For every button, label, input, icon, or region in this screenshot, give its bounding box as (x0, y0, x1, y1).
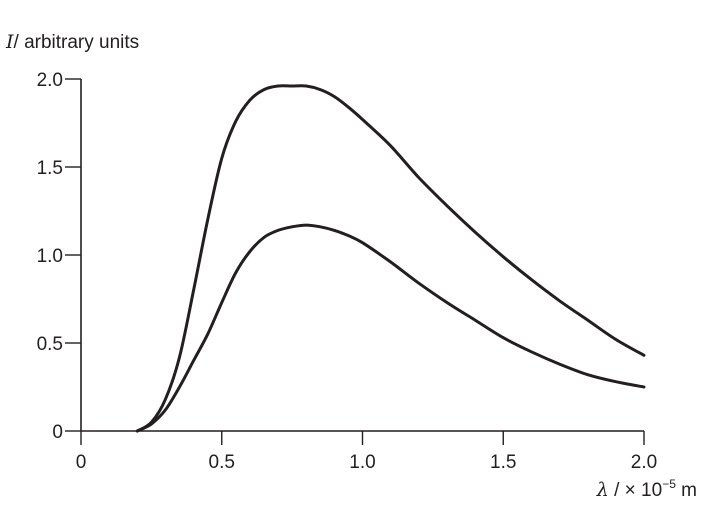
x-tick-label: 0.5 (209, 452, 235, 473)
x-axis-title: λ / × 10−5 m (596, 477, 697, 501)
x-tick-label: 1.5 (490, 452, 516, 473)
y-tick-label: 0.5 (37, 334, 63, 355)
y-axis-symbol: I (5, 31, 14, 53)
y-tick-label: 1.0 (37, 246, 63, 267)
upper-curve (135, 84, 646, 433)
x-tick-label: 0 (76, 452, 87, 473)
x-axis-exponent: −5 (662, 477, 676, 491)
axes: 0 0.5 1.0 1.5 2.0 0 0.5 1.0 1.5 2.0 (37, 70, 658, 473)
y-axis-title: I/ arbitrary units (5, 31, 139, 53)
y-tick-label: 1.5 (37, 158, 63, 179)
y-tick-label: 0 (52, 422, 63, 443)
x-axis-label-text: / × 10 (609, 480, 662, 501)
y-axis-label-text: / arbitrary units (14, 32, 140, 53)
lower-curve (135, 223, 646, 433)
x-tick-label: 1.0 (349, 452, 375, 473)
x-axis-symbol: λ (596, 479, 609, 501)
x-axis-unit: m (676, 480, 697, 501)
curves (135, 84, 646, 433)
x-tick-label: 2.0 (631, 452, 657, 473)
y-tick-label: 2.0 (37, 70, 63, 91)
